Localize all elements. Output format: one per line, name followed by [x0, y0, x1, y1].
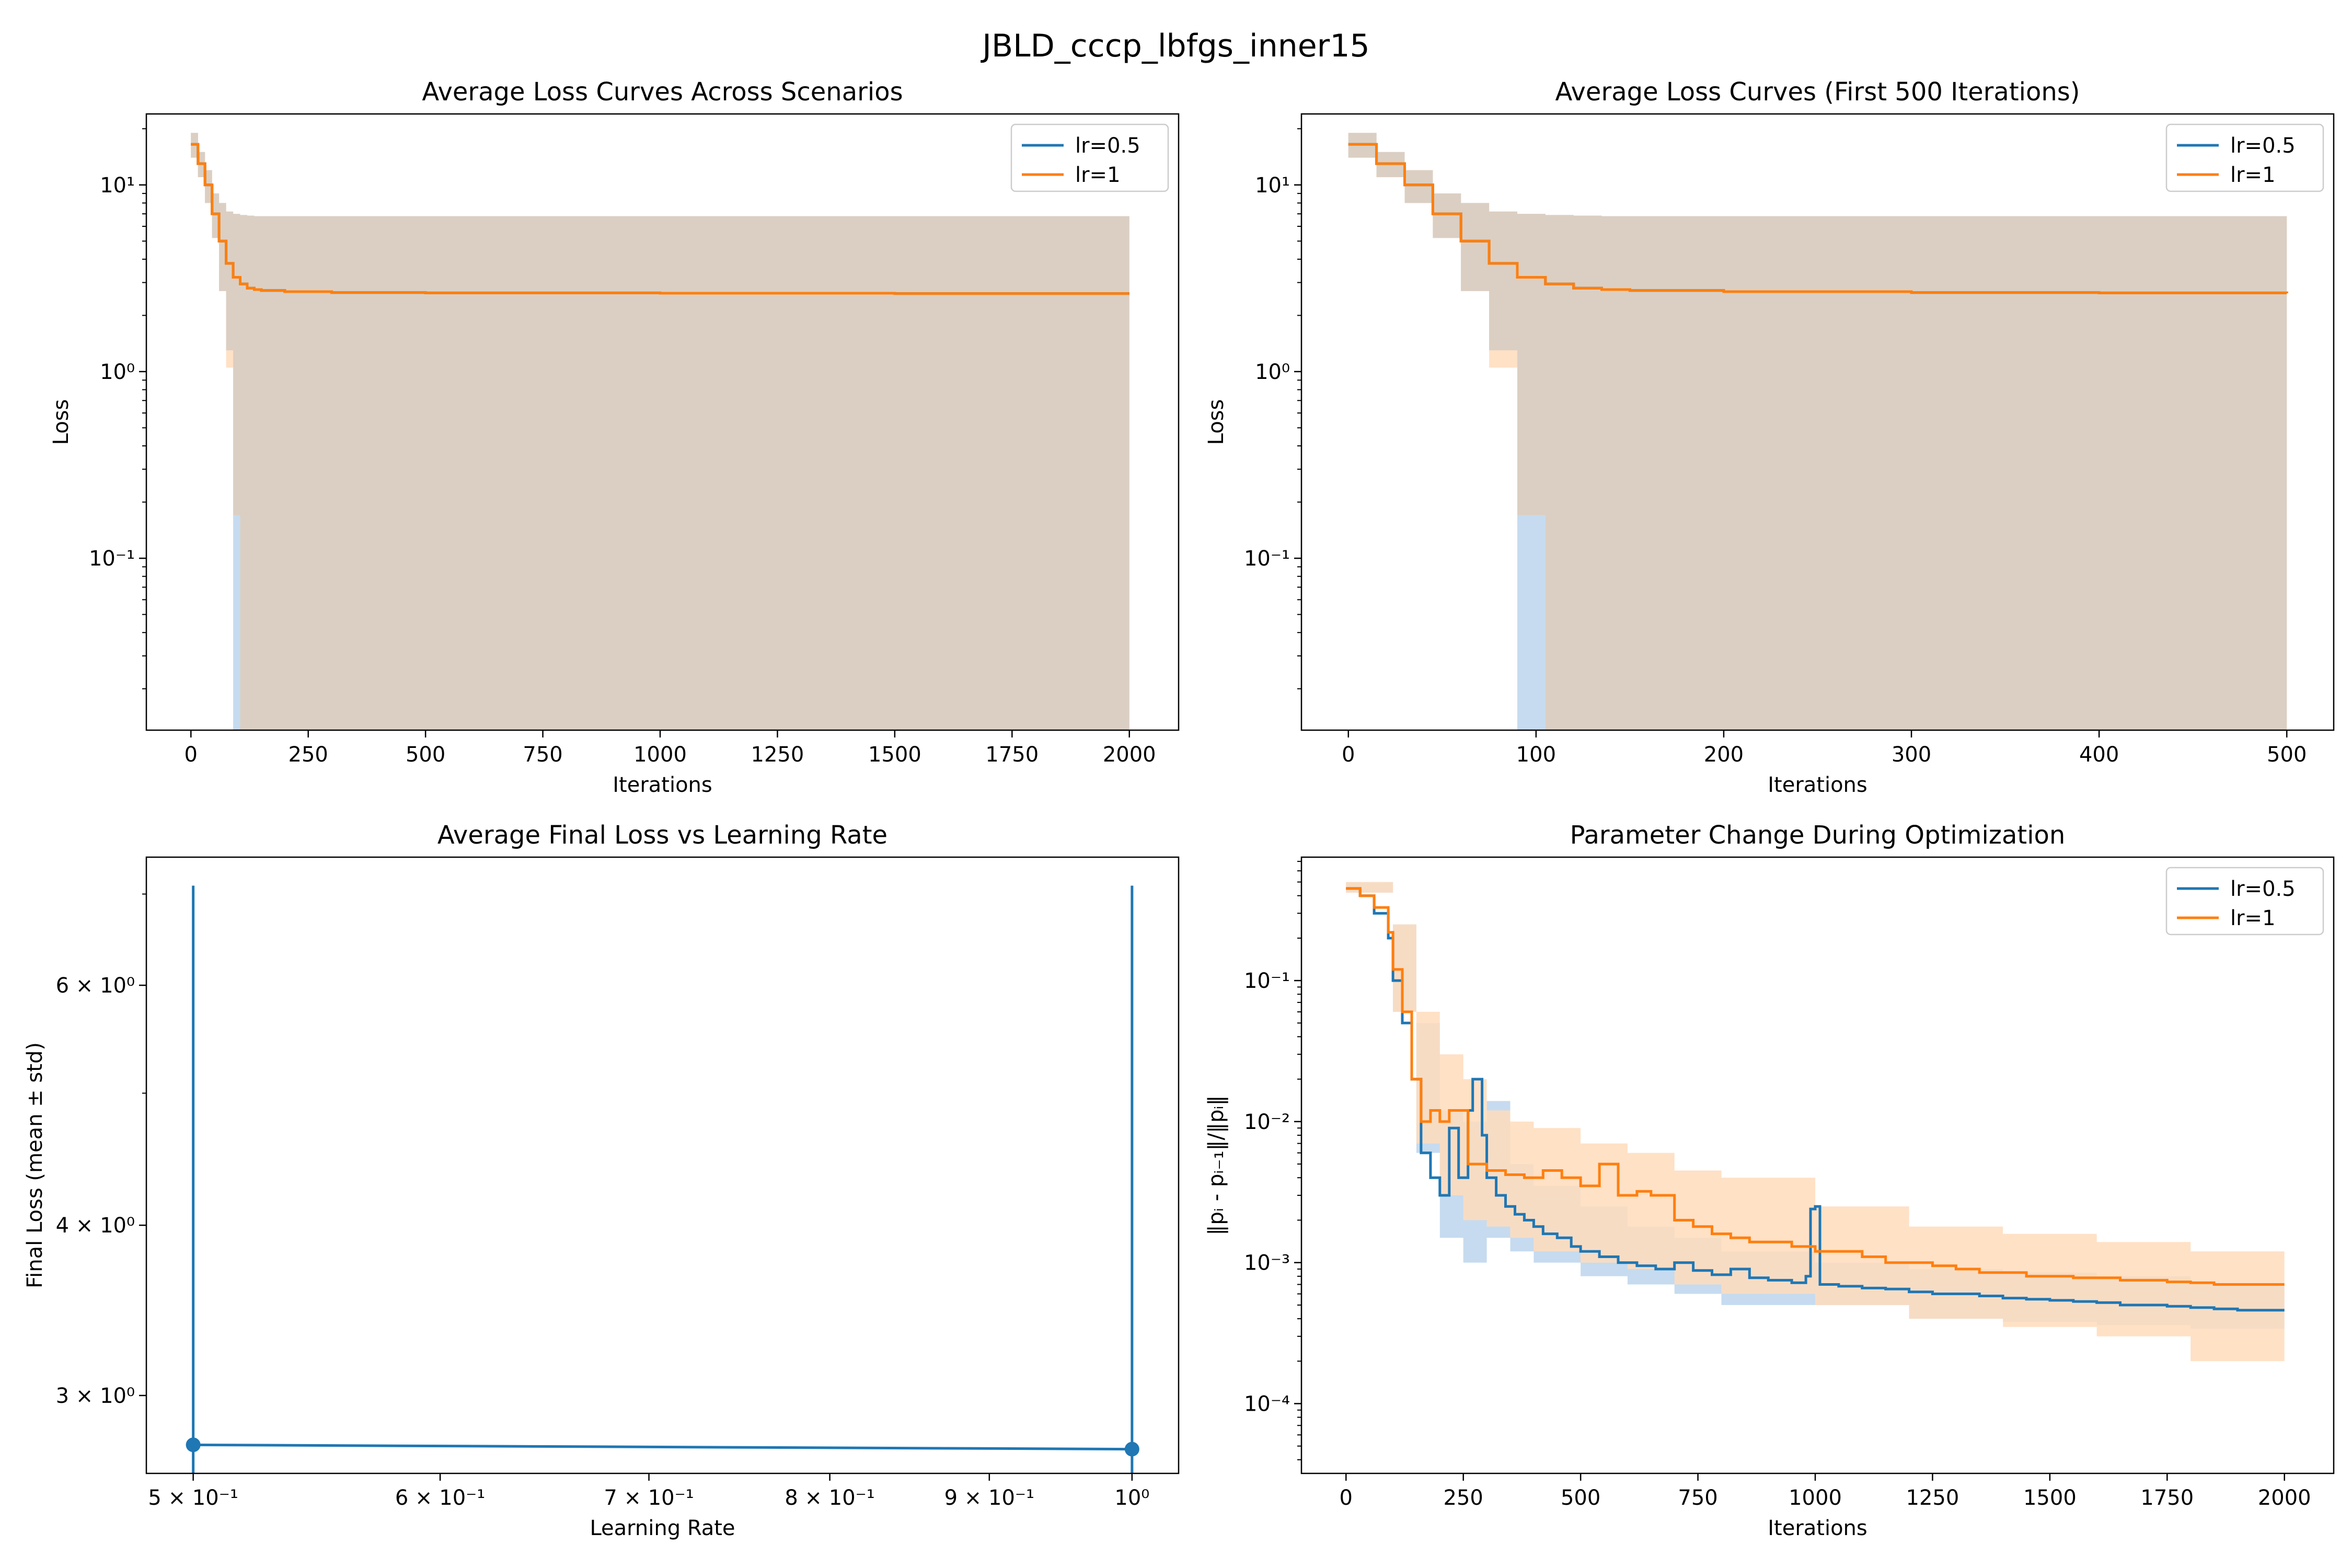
series-line-lr1: [1346, 887, 2285, 1286]
y-tick-label: 10⁻³: [1244, 1251, 1290, 1275]
y-axis-label: Loss: [49, 399, 73, 445]
x-tick-label: 0: [1340, 1486, 1353, 1510]
legend-label: lr=1: [2230, 906, 2276, 930]
plot-title: Average Loss Curves Across Scenarios: [422, 77, 903, 107]
x-tick-label: 7 × 10⁻¹: [604, 1486, 694, 1510]
y-tick-label: 10⁻¹: [1244, 969, 1290, 993]
series-line-lr1: [1348, 143, 2288, 294]
loss-curves-all-chart: 0 250 500 750 1000 1250 1500 1750 2000 10⁻¹ 10⁰ 10¹…: [49, 77, 1180, 797]
final-loss-vs-lr-chart: 5 × 10⁻¹ 6 × 10⁻¹ 7 × 10⁻¹ 8 × 10⁻¹ 9 × 10⁻¹…: [23, 821, 1180, 1540]
x-tick-label: 1250: [1906, 1486, 1959, 1510]
legend: lr=0.5 lr=1: [2165, 867, 2324, 936]
series-line-lr05: [1346, 887, 2285, 1312]
y-tick-label: 10⁰: [1255, 360, 1290, 384]
x-tick-label: 100: [1516, 743, 1556, 767]
parameter-change-chart: 0 250 500 750 1000 1250 1500 1750 2000 10⁻⁴ 10⁻³ 10…: [1204, 821, 2335, 1540]
x-axis-label: Iterations: [613, 773, 712, 797]
legend: lr=0.5 lr=1: [2165, 123, 2324, 192]
x-tick-label: 400: [2079, 743, 2119, 767]
legend-label: lr=0.5: [2230, 134, 2296, 158]
y-tick-label: 3 × 10⁰: [56, 1384, 135, 1408]
legend-label: lr=1: [1075, 163, 1121, 187]
x-tick-label: 1500: [868, 743, 921, 767]
x-tick-label: 1000: [1789, 1486, 1842, 1510]
plot-area: [1346, 882, 2285, 1375]
y-tick-label: 10⁻¹: [1244, 547, 1290, 571]
x-tick-label: 1000: [633, 743, 687, 767]
y-axis-label: Final Loss (mean ± std): [23, 1042, 47, 1288]
plot-title: Parameter Change During Optimization: [1570, 821, 2066, 850]
x-tick-label: 1250: [751, 743, 804, 767]
plot-title: Average Loss Curves (First 500 Iteration…: [1555, 77, 2080, 107]
x-tick-label: 1750: [985, 743, 1039, 767]
final-loss-line: [193, 1443, 1132, 1451]
plot-title: Average Final Loss vs Learning Rate: [437, 821, 887, 850]
y-tick-label: 10⁰: [100, 360, 135, 384]
y-tick-label: 10⁻¹: [89, 547, 135, 571]
x-axis-label: Iterations: [1768, 773, 1867, 797]
y-tick-label: 10⁻⁴: [1244, 1392, 1290, 1416]
legend-label: lr=0.5: [2230, 877, 2296, 901]
axes-frame: [1300, 113, 2335, 731]
legend-label: lr=0.5: [1075, 134, 1140, 158]
std-band-overlap: [1348, 133, 2287, 730]
plot-area: [1348, 133, 2288, 730]
x-tick-label: 5 × 10⁻¹: [148, 1486, 238, 1510]
x-tick-label: 500: [1561, 1486, 1600, 1510]
y-axis-label: ‖pᵢ - pᵢ₋₁‖/‖pᵢ‖: [1204, 1095, 1228, 1235]
axes-frame: [1300, 856, 2335, 1474]
plot-area: [186, 885, 1139, 1473]
y-tick-label: 10⁻²: [1244, 1110, 1290, 1134]
std-band-overlap: [191, 133, 1129, 730]
x-tick-label: 10⁰: [1114, 1486, 1149, 1510]
figure-title: JBLD_cccp_lbfgs_inner15: [980, 28, 1369, 64]
x-tick-label: 2000: [1103, 743, 1156, 767]
std-band-lr1: [1346, 882, 2285, 1375]
x-tick-label: 250: [289, 743, 328, 767]
axes-frame: [145, 856, 1180, 1474]
x-tick-label: 6 × 10⁻¹: [395, 1486, 485, 1510]
x-tick-label: 8 × 10⁻¹: [785, 1486, 874, 1510]
x-tick-label: 0: [1342, 743, 1355, 767]
x-tick-label: 250: [1444, 1486, 1483, 1510]
plot-area: [191, 133, 1129, 730]
y-axis-label: Loss: [1204, 399, 1228, 445]
x-tick-label: 750: [523, 743, 562, 767]
x-tick-label: 1500: [2023, 1486, 2077, 1510]
x-tick-label: 0: [185, 743, 198, 767]
x-tick-label: 750: [1678, 1486, 1717, 1510]
loss-curves-first500-chart: 0 100 200 300 400 500 10⁻¹ 10⁰ 10¹ Average Loss C…: [1204, 77, 2335, 797]
legend-label: lr=1: [2230, 163, 2276, 187]
x-tick-label: 1750: [2140, 1486, 2194, 1510]
x-tick-label: 2000: [2258, 1486, 2311, 1510]
data-point: [1124, 1442, 1139, 1457]
y-tick-label: 4 × 10⁰: [56, 1214, 135, 1238]
x-axis-label: Learning Rate: [590, 1516, 735, 1540]
x-axis-label: Iterations: [1768, 1516, 1867, 1540]
data-point: [186, 1437, 201, 1452]
axes-frame: [145, 113, 1180, 731]
x-tick-label: 300: [1892, 743, 1931, 767]
x-tick-label: 500: [406, 743, 445, 767]
y-tick-label: 10¹: [100, 174, 135, 198]
series-line-lr1: [191, 143, 1129, 295]
legend: lr=0.5 lr=1: [1010, 123, 1169, 192]
x-tick-label: 200: [1704, 743, 1744, 767]
x-tick-label: 500: [2267, 743, 2307, 767]
y-tick-label: 6 × 10⁰: [56, 974, 135, 998]
y-tick-label: 10¹: [1255, 174, 1290, 198]
x-tick-label: 9 × 10⁻¹: [944, 1486, 1034, 1510]
